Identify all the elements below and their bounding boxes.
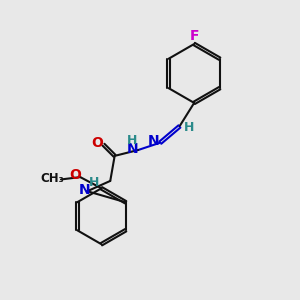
Text: N: N [148, 134, 160, 148]
Text: N: N [79, 183, 91, 197]
Text: O: O [91, 136, 103, 150]
Text: CH₃: CH₃ [40, 172, 64, 185]
Text: N: N [127, 142, 138, 155]
Text: H: H [184, 122, 194, 134]
Text: F: F [189, 29, 199, 43]
Text: H: H [127, 134, 137, 147]
Text: H: H [88, 176, 99, 190]
Text: O: O [69, 168, 81, 182]
